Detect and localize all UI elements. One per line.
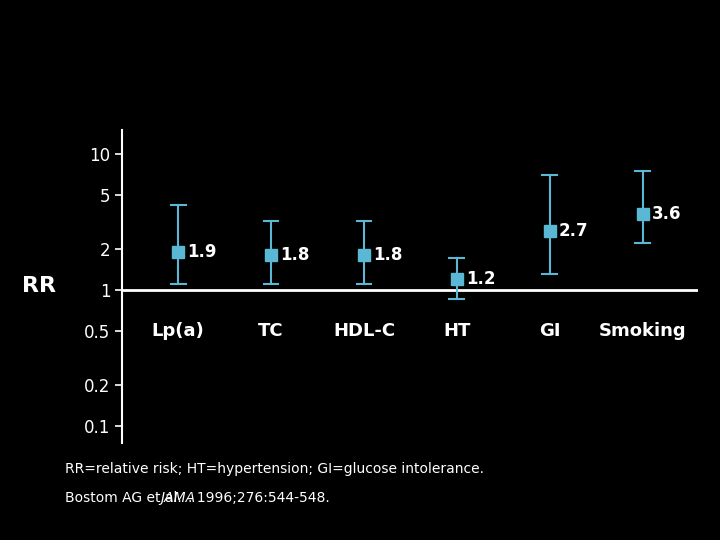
Text: JAMA: JAMA bbox=[161, 491, 196, 505]
Text: Bostom AG et al.: Bostom AG et al. bbox=[65, 491, 186, 505]
Text: HT: HT bbox=[444, 322, 471, 340]
Text: RR=relative risk; HT=hypertension; GI=glucose intolerance.: RR=relative risk; HT=hypertension; GI=gl… bbox=[65, 462, 484, 476]
Text: Framingham Offspring Cohort: Framingham Offspring Cohort bbox=[206, 78, 557, 98]
Text: GI: GI bbox=[539, 322, 560, 340]
Text: Lp(a): An Independent CHD Risk Factor in Men of the: Lp(a): An Independent CHD Risk Factor in… bbox=[70, 38, 693, 58]
Text: Smoking: Smoking bbox=[599, 322, 686, 340]
Text: RR: RR bbox=[22, 276, 56, 296]
Text: 3.6: 3.6 bbox=[652, 205, 681, 223]
Text: 1.9: 1.9 bbox=[187, 243, 217, 261]
Text: 1.8: 1.8 bbox=[373, 246, 402, 264]
Text: . 1996;276:544-548.: . 1996;276:544-548. bbox=[188, 491, 330, 505]
Text: 2.7: 2.7 bbox=[559, 222, 589, 240]
Text: 1.2: 1.2 bbox=[466, 270, 495, 288]
Text: HDL-C: HDL-C bbox=[333, 322, 395, 340]
Text: TC: TC bbox=[258, 322, 284, 340]
Text: 1.8: 1.8 bbox=[280, 246, 310, 264]
Text: Lp(a): Lp(a) bbox=[152, 322, 204, 340]
